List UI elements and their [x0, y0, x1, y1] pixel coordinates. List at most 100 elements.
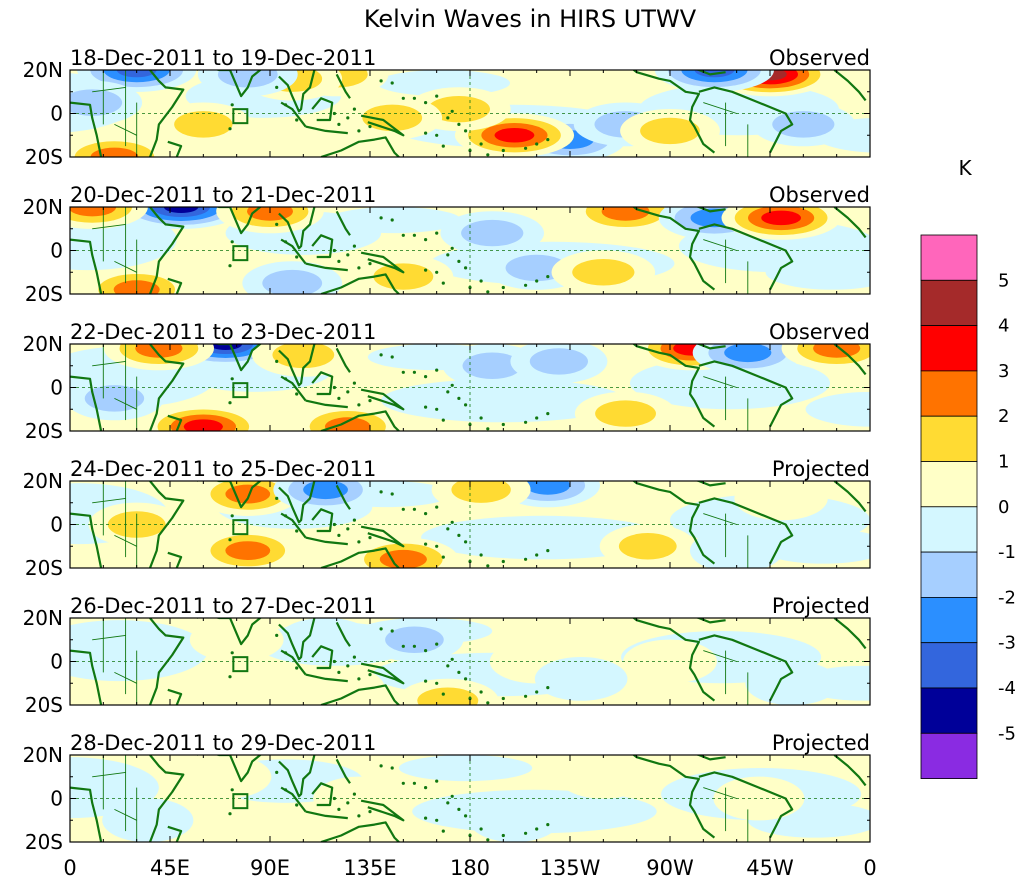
island-dot — [228, 675, 232, 679]
coastline — [148, 481, 185, 568]
country-border — [703, 376, 737, 388]
colorbar-swatch — [920, 415, 978, 462]
panel-4: 20N 0 20S 24-Dec-2011 to 25-Dec-2011 Project… — [23, 457, 871, 580]
island-dot — [412, 96, 416, 100]
island-dot — [446, 116, 450, 120]
coastline — [148, 207, 185, 294]
coastline — [70, 375, 103, 431]
island-dot — [464, 540, 468, 544]
coastline — [694, 618, 726, 624]
coastline — [833, 344, 867, 376]
coastline — [320, 684, 400, 705]
coastline — [70, 101, 103, 157]
anomaly-contour — [745, 661, 840, 705]
island-dot — [357, 540, 361, 544]
coastline — [167, 414, 183, 431]
coastline — [70, 512, 103, 568]
coastline — [305, 673, 348, 683]
anomaly-contour — [179, 755, 272, 799]
colorbar-swatch — [920, 461, 978, 508]
island-dot — [486, 290, 490, 294]
country-border — [703, 239, 737, 251]
island-dot — [295, 255, 299, 259]
island-dot — [479, 142, 483, 146]
island-dot — [457, 259, 461, 263]
anomaly-contour — [116, 70, 157, 78]
island-dot — [524, 694, 528, 698]
island-dot — [450, 246, 454, 250]
y-tick-label: 20N — [23, 606, 63, 630]
region-box — [232, 519, 249, 536]
island-dot — [337, 807, 341, 811]
country-border — [114, 397, 137, 410]
island-dot — [546, 823, 550, 827]
colorbar-swatch — [920, 551, 978, 598]
country-border — [92, 634, 126, 641]
island-dot — [401, 781, 405, 785]
coastline — [335, 347, 351, 373]
island-dot — [501, 148, 505, 153]
coastline — [320, 547, 400, 568]
island-dot — [424, 649, 428, 653]
country-border — [92, 771, 126, 778]
colorbar: K 5 4 3 2 1 0 -1 -2 -3 -4 -5 — [920, 156, 1015, 779]
coastline — [305, 262, 348, 272]
island-dot — [450, 109, 454, 113]
country-border — [92, 497, 126, 504]
island-dot — [486, 153, 490, 157]
island-dot — [435, 818, 439, 822]
island-dot — [435, 368, 439, 372]
y-tick-label: 20N — [23, 743, 63, 767]
island-dot — [230, 788, 234, 792]
coastline — [167, 277, 183, 294]
colorbar-level-label: -2 — [998, 587, 1015, 608]
island-dot — [352, 381, 356, 385]
anomaly-contour — [572, 259, 635, 286]
country-border — [114, 260, 137, 273]
x-tick-label: 135E — [343, 856, 396, 880]
island-dot — [357, 266, 361, 270]
coastline — [335, 73, 351, 99]
island-dot — [441, 555, 445, 559]
anomaly-contour — [534, 657, 628, 701]
island-dot — [535, 142, 539, 146]
island-dot — [390, 218, 394, 222]
island-dot — [390, 81, 394, 85]
coastline — [148, 344, 185, 431]
y-tick-label: 20S — [25, 556, 63, 580]
colorbar-swatch — [920, 506, 978, 553]
colorbar-level-label: 4 — [998, 316, 1009, 337]
island-dot — [546, 686, 550, 690]
anomaly-contour — [262, 269, 323, 294]
island-dot — [479, 690, 483, 694]
colorbar-level-label: -5 — [998, 723, 1015, 744]
island-dot — [275, 359, 279, 363]
island-dot — [346, 801, 350, 805]
island-dot — [368, 810, 372, 814]
island-dot — [346, 116, 350, 120]
panel-period-label: 20-Dec-2011 to 21-Dec-2011 — [70, 183, 376, 207]
country-border — [703, 513, 737, 525]
coastline — [70, 649, 103, 705]
island-dot — [501, 833, 505, 838]
island-dot — [284, 788, 288, 792]
anomaly-contour — [225, 541, 271, 560]
y-tick-label: 0 — [50, 239, 63, 263]
coastline — [694, 344, 726, 350]
y-tick-label: 20S — [25, 693, 63, 717]
anomaly-contour — [70, 207, 117, 217]
island-dot — [284, 514, 288, 518]
coastline — [320, 136, 400, 157]
colorbar-level-label: 0 — [998, 497, 1009, 518]
colorbar-level-label: 5 — [998, 270, 1009, 291]
y-tick-label: 20S — [25, 419, 63, 443]
x-tick-label: 135W — [540, 856, 601, 880]
coastline — [360, 662, 405, 685]
anomaly-contour — [183, 419, 223, 431]
panel-status-label: Observed — [769, 320, 870, 344]
island-dot — [275, 496, 279, 500]
panel-1: 20N 0 20S 18-Dec-2011 to 19-Dec-2011 Observe… — [23, 46, 871, 169]
coastline — [360, 799, 405, 822]
anomaly-base-blob — [381, 378, 626, 423]
